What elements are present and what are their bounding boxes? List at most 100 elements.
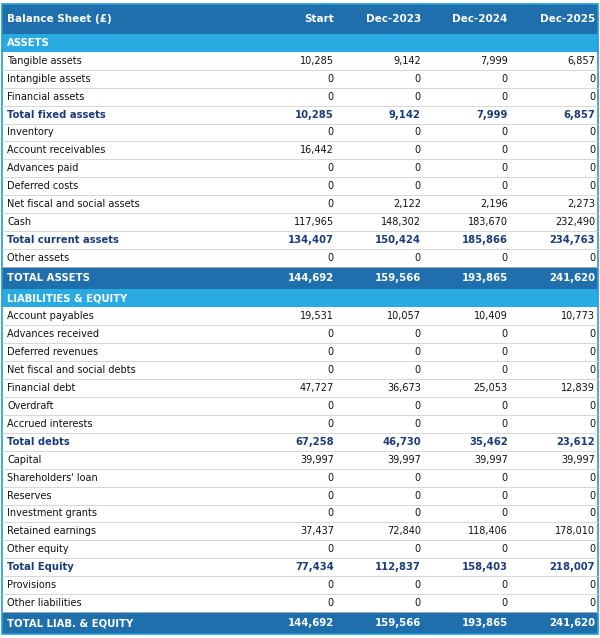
Text: 0: 0 (502, 544, 508, 554)
Text: 9,142: 9,142 (389, 110, 421, 119)
Text: 178,010: 178,010 (555, 526, 595, 537)
Text: 0: 0 (328, 419, 334, 429)
Text: 0: 0 (328, 473, 334, 482)
Text: 193,865: 193,865 (461, 273, 508, 283)
Text: 0: 0 (589, 581, 595, 590)
Text: 0: 0 (415, 329, 421, 339)
Text: Tangible assets: Tangible assets (7, 56, 82, 66)
Bar (2, 379, 598, 397)
Text: 0: 0 (589, 128, 595, 138)
Text: Accrued interests: Accrued interests (7, 419, 93, 429)
Text: 67,258: 67,258 (295, 436, 334, 447)
Text: Financial assets: Financial assets (7, 92, 85, 101)
Text: Deferred costs: Deferred costs (7, 181, 79, 191)
Text: 0: 0 (589, 329, 595, 339)
Bar (2, 325, 598, 343)
Text: 0: 0 (502, 92, 508, 101)
Text: 0: 0 (589, 508, 595, 519)
Text: 0: 0 (328, 329, 334, 339)
Text: 0: 0 (415, 365, 421, 375)
Text: 12,839: 12,839 (562, 383, 595, 393)
Text: Deferred revenues: Deferred revenues (7, 347, 98, 357)
Bar (2, 415, 598, 433)
Bar (2, 594, 598, 612)
Text: 183,670: 183,670 (468, 218, 508, 227)
Text: 0: 0 (415, 544, 421, 554)
Bar (2, 87, 598, 105)
Bar (2, 468, 598, 487)
Text: 0: 0 (589, 365, 595, 375)
Text: 0: 0 (415, 473, 421, 482)
Text: 0: 0 (415, 73, 421, 84)
Text: 0: 0 (502, 329, 508, 339)
Text: Cash: Cash (7, 218, 31, 227)
Text: Other equity: Other equity (7, 544, 69, 554)
Text: 117,965: 117,965 (294, 218, 334, 227)
Text: 0: 0 (502, 181, 508, 191)
Text: 0: 0 (328, 128, 334, 138)
Bar (2, 397, 598, 415)
Text: 7,999: 7,999 (476, 110, 508, 119)
Text: 0: 0 (328, 491, 334, 501)
Text: 0: 0 (589, 145, 595, 156)
Text: Dec-2025: Dec-2025 (540, 14, 595, 24)
Text: 0: 0 (328, 508, 334, 519)
Bar (2, 540, 598, 558)
Text: Intangible assets: Intangible assets (7, 73, 91, 84)
Text: Shareholders' loan: Shareholders' loan (7, 473, 98, 482)
Text: 19,531: 19,531 (300, 311, 334, 321)
Text: Inventory: Inventory (7, 128, 54, 138)
Text: 0: 0 (502, 253, 508, 263)
Text: 0: 0 (502, 491, 508, 501)
Text: 0: 0 (328, 598, 334, 608)
Text: 47,727: 47,727 (299, 383, 334, 393)
Text: Reserves: Reserves (7, 491, 52, 501)
Bar (2, 177, 598, 195)
Text: 185,866: 185,866 (462, 235, 508, 245)
Text: 0: 0 (415, 581, 421, 590)
Text: 112,837: 112,837 (375, 562, 421, 572)
Bar (2, 249, 598, 267)
Text: 39,997: 39,997 (300, 455, 334, 464)
Text: 16,442: 16,442 (300, 145, 334, 156)
Text: 0: 0 (415, 253, 421, 263)
Text: 0: 0 (415, 92, 421, 101)
Bar (2, 361, 598, 379)
Text: 134,407: 134,407 (288, 235, 334, 245)
Bar (2, 487, 598, 505)
Text: 0: 0 (415, 491, 421, 501)
Text: 37,437: 37,437 (300, 526, 334, 537)
Text: Advances paid: Advances paid (7, 163, 79, 174)
Text: 10,409: 10,409 (474, 311, 508, 321)
Text: Other liabilities: Other liabilities (7, 598, 82, 608)
Text: 0: 0 (415, 163, 421, 174)
Bar (2, 307, 598, 325)
Text: 0: 0 (589, 401, 595, 411)
Text: Financial debt: Financial debt (7, 383, 76, 393)
Text: TOTAL LIAB. & EQUITY: TOTAL LIAB. & EQUITY (7, 618, 133, 628)
Text: 158,403: 158,403 (462, 562, 508, 572)
Bar (2, 231, 598, 249)
Text: 9,142: 9,142 (393, 56, 421, 66)
Text: Dec-2024: Dec-2024 (452, 14, 508, 24)
Text: 0: 0 (328, 544, 334, 554)
Text: 72,840: 72,840 (387, 526, 421, 537)
Text: 0: 0 (502, 145, 508, 156)
Text: Total fixed assets: Total fixed assets (7, 110, 106, 119)
Text: 0: 0 (502, 598, 508, 608)
Text: Net fiscal and social assets: Net fiscal and social assets (7, 199, 140, 209)
Text: 0: 0 (328, 181, 334, 191)
Text: 148,302: 148,302 (381, 218, 421, 227)
Text: 0: 0 (415, 508, 421, 519)
Text: 0: 0 (328, 347, 334, 357)
Text: 0: 0 (328, 581, 334, 590)
Text: 0: 0 (415, 181, 421, 191)
Text: 7,999: 7,999 (480, 56, 508, 66)
Text: 10,285: 10,285 (295, 110, 334, 119)
Text: Dec-2023: Dec-2023 (365, 14, 421, 24)
Text: 0: 0 (328, 92, 334, 101)
Bar (2, 433, 598, 450)
Text: 2,273: 2,273 (567, 199, 595, 209)
Text: 0: 0 (328, 365, 334, 375)
Text: 0: 0 (502, 508, 508, 519)
